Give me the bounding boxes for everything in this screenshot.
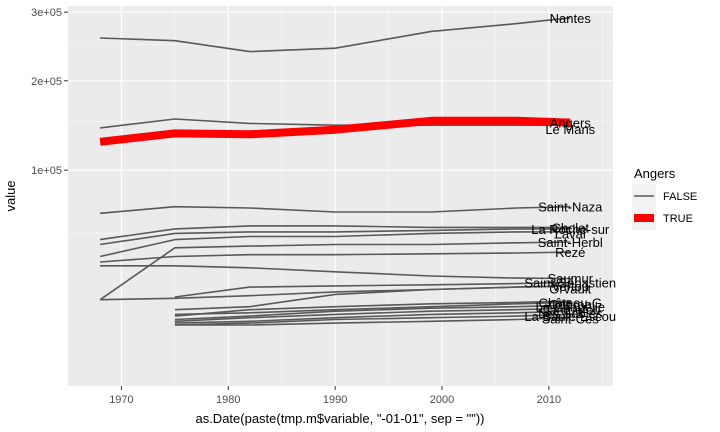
series-label: Château-G (538, 295, 602, 310)
series-line-saint-nazaire-bis (174, 316, 571, 326)
series-label: Nantes (550, 11, 592, 26)
series-line-laval (99, 231, 571, 258)
series-label: Saint-Naza (538, 200, 603, 215)
series-label: Le Mans (545, 122, 595, 137)
series-label: Orvault (549, 281, 591, 296)
series-line-saint-s-bastien-sur-loire (174, 281, 571, 298)
series-line-saumur (100, 264, 571, 280)
x-tick-label: 2000 (430, 394, 454, 406)
series-label: Laval (555, 226, 586, 241)
series-label: Vertou (551, 279, 589, 294)
x-tick-label: 2010 (537, 394, 561, 406)
series-label: Rezé (555, 245, 585, 260)
minor-gridlines (67, 6, 613, 386)
series-label: Les Sables (538, 306, 603, 321)
series-label: Saint-Sébastien (524, 275, 616, 290)
y-tick-label: 2e+05 (31, 76, 62, 88)
series-label: Coëron (549, 297, 592, 312)
legend-label-true: TRUE (663, 213, 693, 225)
series-line-vertou (100, 285, 571, 301)
series-line-la-baule-escoublac (174, 313, 571, 326)
legend-title: Angers (634, 166, 676, 181)
y-axis-ticks: 1e+05 2e+05 3e+05 (31, 7, 68, 177)
series-label: La Baule-Escou (524, 309, 616, 324)
series-label: Carquefou (540, 303, 601, 318)
plot-panel (68, 6, 613, 386)
series-label: Saint-Herbl (538, 235, 603, 250)
series-label: La Chapelle (536, 300, 605, 315)
series-line-les-sables-d-olonne (174, 310, 571, 324)
series-line-ch-teau-gontier (174, 301, 571, 316)
x-tick-label: 1970 (109, 394, 133, 406)
x-axis-title: as.Date(paste(tmp.m$variable, "-01-01", … (195, 411, 484, 426)
legend-label-false: FALSE (663, 191, 697, 203)
major-gridlines (68, 6, 613, 386)
series-line-nantes (100, 17, 571, 53)
series-line-saint-herblain (99, 241, 571, 301)
series-label: Cholet (551, 220, 589, 235)
series-label: Angers (550, 116, 592, 131)
series-label: Saint-Ces (542, 311, 600, 326)
series-line-saint-nazaire (100, 205, 571, 215)
series-line-la-roche-sur-yon (99, 228, 571, 246)
y-axis-title: value (3, 180, 18, 211)
x-axis-ticks: 1970 1980 1990 2000 2010 (109, 386, 561, 406)
series-label: La Roche-sur (531, 222, 610, 237)
y-tick-label: 3e+05 (31, 7, 62, 19)
series-label: Saumur (547, 271, 593, 286)
legend: Angers FALSE TRUE (632, 166, 697, 230)
x-tick-label: 1980 (216, 394, 240, 406)
series-line-le-mans (100, 118, 571, 129)
series-line-rez- (100, 251, 571, 263)
series-line-la-chapelle-sur-erdre (174, 304, 571, 321)
y-tick-label: 1e+05 (31, 165, 62, 177)
series-line-cholet (99, 225, 571, 241)
series-lines (99, 17, 571, 326)
series-line-angers (99, 116, 571, 146)
series-line-carquefou (174, 307, 571, 323)
x-tick-label: 1990 (323, 394, 347, 406)
series-line-co-ron (174, 300, 571, 317)
